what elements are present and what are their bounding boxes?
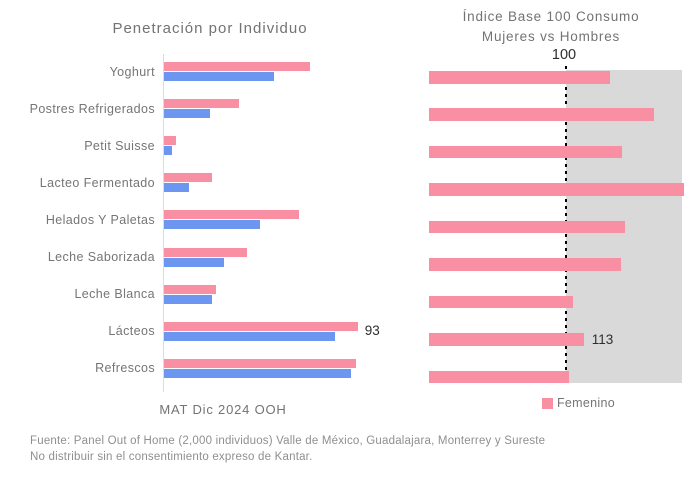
left-bar-blue-4 (164, 183, 189, 193)
left-bar-blue-6 (164, 257, 225, 267)
reference-line-label-100: 100 (551, 47, 577, 63)
right-chart-title-line1: Índice Base 100 Consumo (462, 9, 640, 24)
left-bar-pink-4 (164, 173, 212, 183)
left-bar-pink-5 (164, 210, 300, 220)
category-label-left: Lácteos (108, 324, 155, 339)
left-value-label: 93 (364, 323, 380, 339)
category-label-left: Refrescos (95, 361, 155, 376)
category-label-left: Petit Suisse (84, 138, 155, 153)
left-bar-pink-9 (164, 358, 356, 368)
category-label-left: Leche Blanca (74, 287, 155, 302)
right-value-label: 113 (591, 331, 614, 347)
category-label-left: Leche Saborizada (47, 250, 155, 264)
right-bar-femenino-3 (429, 145, 623, 159)
right-chart-legend: Femenino (542, 396, 615, 410)
left-bar-blue-7 (164, 294, 212, 304)
left-bar-pink-2 (164, 99, 239, 109)
right-bar-femenino-8 (429, 333, 584, 346)
right-bar-femenino-5 (429, 220, 625, 234)
femenino-legend-swatch-icon (542, 397, 553, 409)
disclaimer-line2: No distribuir sin el consentimiento expr… (30, 451, 313, 463)
left-bar-pink-3 (164, 136, 177, 146)
right-bar-femenino-4 (429, 183, 684, 196)
left-bar-blue-1 (164, 72, 275, 81)
category-label-left: Lacteo Fermentado (39, 175, 155, 190)
right-chart-title-line2: Mujeres vs Hombres (481, 29, 621, 44)
left-bar-blue-2 (164, 109, 210, 119)
left-bar-blue-8 (164, 331, 335, 341)
left-bar-pink-1 (164, 62, 310, 71)
left-chart-x-axis-label: MAT Dic 2024 OOH (159, 402, 287, 417)
left-bar-blue-5 (164, 220, 260, 230)
category-label-left: Yoghurt (109, 64, 155, 79)
left-chart-title: Penetración por Individuo (112, 20, 308, 37)
left-bar-pink-7 (164, 284, 217, 294)
right-bar-femenino-2 (429, 108, 654, 121)
category-label-left: Helados Y Paletas (45, 212, 155, 227)
left-chart-y-axis-line (163, 54, 164, 392)
left-bar-blue-9 (164, 368, 352, 378)
left-bar-pink-8 (164, 321, 358, 331)
left-bar-pink-6 (164, 247, 248, 257)
category-label-left: Postres Refrigerados (29, 101, 155, 116)
femenino-legend-label: Femenino (557, 396, 615, 410)
right-bar-femenino-1 (429, 71, 610, 84)
source-note-line1: Fuente: Panel Out of Home (2,000 individ… (30, 435, 546, 447)
left-bar-blue-3 (164, 146, 173, 156)
right-bar-femenino-6 (429, 258, 621, 271)
right-bar-femenino-7 (429, 295, 573, 309)
right-bar-femenino-9 (429, 370, 569, 384)
